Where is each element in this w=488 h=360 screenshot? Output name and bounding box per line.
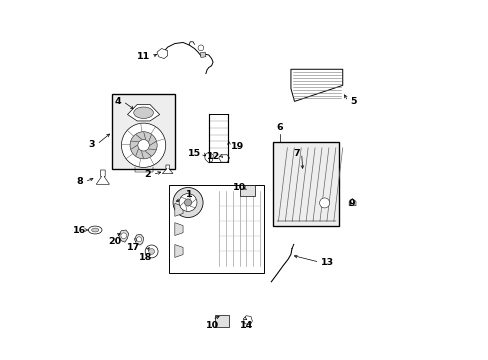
Bar <box>272 143 339 226</box>
Circle shape <box>136 237 142 242</box>
Polygon shape <box>175 244 183 257</box>
Text: 19: 19 <box>230 141 244 150</box>
Text: 9: 9 <box>348 199 355 208</box>
Text: 4: 4 <box>114 97 121 106</box>
Polygon shape <box>162 165 173 174</box>
Circle shape <box>198 45 203 51</box>
Text: 18: 18 <box>139 253 152 262</box>
Text: 10: 10 <box>233 183 246 192</box>
Ellipse shape <box>91 228 99 232</box>
Bar <box>215 315 229 327</box>
Circle shape <box>145 245 158 258</box>
Text: 6: 6 <box>276 123 282 132</box>
Polygon shape <box>243 316 252 325</box>
Circle shape <box>138 140 149 151</box>
Polygon shape <box>134 234 143 245</box>
Text: 10: 10 <box>205 321 219 330</box>
Polygon shape <box>175 203 183 216</box>
Text: 2: 2 <box>144 170 151 179</box>
Polygon shape <box>200 52 205 58</box>
Polygon shape <box>290 69 342 102</box>
Polygon shape <box>96 170 109 184</box>
Text: 7: 7 <box>293 149 299 158</box>
Circle shape <box>130 132 157 159</box>
Bar <box>240 185 255 196</box>
Bar <box>169 185 264 273</box>
Ellipse shape <box>134 107 153 118</box>
Polygon shape <box>127 104 160 121</box>
Text: 3: 3 <box>88 140 95 149</box>
Polygon shape <box>175 223 183 235</box>
Bar <box>112 94 175 169</box>
Circle shape <box>148 249 154 254</box>
Text: 14: 14 <box>239 321 252 330</box>
Polygon shape <box>218 154 229 162</box>
Circle shape <box>121 233 126 239</box>
Circle shape <box>319 198 329 208</box>
Text: 11: 11 <box>136 52 149 61</box>
Text: 5: 5 <box>349 97 356 106</box>
Text: 1: 1 <box>186 190 192 199</box>
Text: 15: 15 <box>187 149 201 158</box>
Polygon shape <box>119 230 128 242</box>
Text: 16: 16 <box>73 225 86 234</box>
Text: 8: 8 <box>76 177 83 186</box>
Polygon shape <box>348 199 355 206</box>
Text: 13: 13 <box>321 258 334 267</box>
Circle shape <box>184 199 191 206</box>
Text: 12: 12 <box>206 152 220 161</box>
Circle shape <box>121 123 165 167</box>
Text: 17: 17 <box>127 243 140 252</box>
Ellipse shape <box>88 226 102 234</box>
Polygon shape <box>204 152 213 163</box>
Bar <box>208 114 228 162</box>
Circle shape <box>173 188 203 217</box>
Text: 20: 20 <box>108 237 122 246</box>
Circle shape <box>179 194 197 211</box>
Polygon shape <box>157 49 167 59</box>
